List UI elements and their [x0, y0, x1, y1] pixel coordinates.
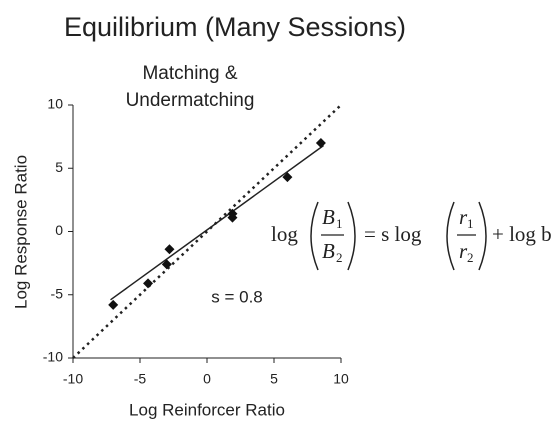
eq-text: r: [459, 239, 468, 263]
x-tick-label: -5: [134, 371, 147, 387]
paren: [446, 201, 455, 271]
eq-text: B: [322, 239, 335, 263]
y-tick-label: 10: [47, 96, 63, 112]
y-tick-label: 5: [55, 159, 63, 175]
y-axis-label: Log Response Ratio: [11, 155, 30, 309]
eq-text: 2: [336, 250, 343, 265]
eq-text: log: [271, 222, 298, 246]
point: [227, 208, 238, 219]
point: [161, 259, 172, 270]
eq-text: B: [322, 205, 335, 229]
eq-text: + log b: [492, 222, 552, 246]
eq-text: = s log: [364, 222, 422, 246]
x-tick-label: 10: [333, 371, 349, 387]
eq-text: 2: [467, 250, 474, 265]
x-axis-label: Log Reinforcer Ratio: [129, 400, 285, 419]
point: [315, 137, 326, 148]
eq-text: r: [459, 205, 468, 229]
point: [282, 172, 293, 183]
annotation: s = 0.8: [211, 287, 263, 306]
annotation: Matching &: [142, 63, 237, 84]
paren: [478, 201, 487, 271]
point: [143, 278, 154, 289]
x-tick-label: 0: [203, 371, 211, 387]
fit-line: [110, 144, 325, 301]
eq-text: 1: [336, 216, 343, 231]
y-tick-label: -10: [43, 349, 63, 365]
chart-title: Equilibrium (Many Sessions): [64, 12, 406, 42]
x-tick-label: 5: [270, 371, 278, 387]
y-tick-label: 0: [55, 222, 63, 238]
fit-line: [72, 104, 342, 359]
y-tick-label: -5: [51, 285, 64, 301]
point: [164, 244, 175, 255]
eq-text: 1: [467, 216, 474, 231]
annotation: Undermatching: [126, 90, 255, 111]
paren: [347, 201, 356, 271]
paren: [310, 201, 319, 271]
equation: log B 1 B 2 = s log r 1 r 2 + log b: [271, 201, 552, 271]
x-tick-label: -10: [63, 371, 83, 387]
point: [108, 299, 119, 310]
